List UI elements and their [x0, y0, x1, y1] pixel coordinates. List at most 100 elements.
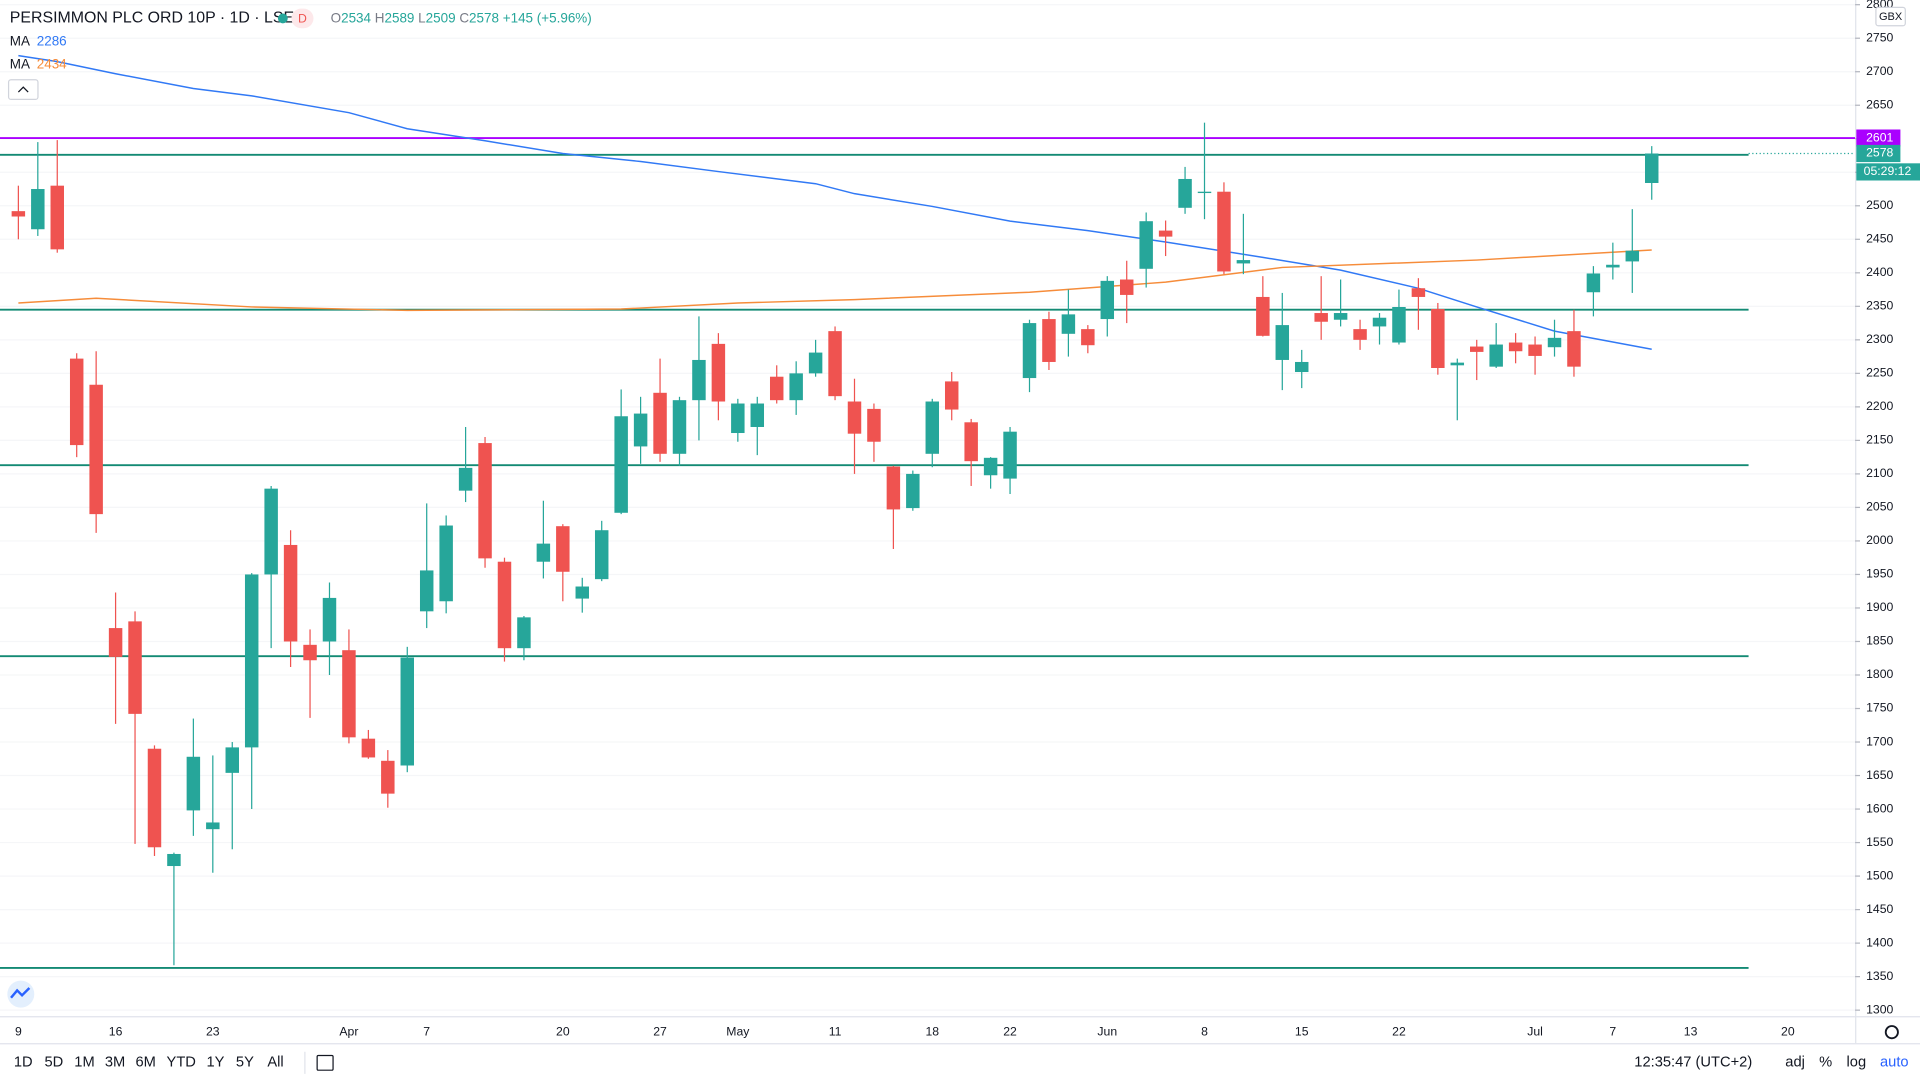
- y-tick-label: 2400: [1866, 265, 1893, 279]
- candle-body: [128, 621, 142, 714]
- date-range-button[interactable]: [316, 1054, 334, 1071]
- x-tick-label: 20: [1781, 1024, 1795, 1038]
- alert-label: 2601: [1866, 130, 1893, 144]
- scale-option[interactable]: adj: [1785, 1055, 1805, 1071]
- candle-body: [1586, 273, 1601, 293]
- x-tick-label: 15: [1295, 1024, 1309, 1038]
- candle-body: [167, 853, 181, 867]
- candle-body: [1645, 153, 1659, 183]
- y-tick-label: 1750: [1866, 701, 1893, 715]
- candle-body: [1236, 260, 1251, 264]
- range-button[interactable]: 5Y: [236, 1055, 254, 1071]
- y-tick-label: 2350: [1866, 299, 1893, 313]
- candle-body: [556, 526, 570, 572]
- candle-body: [244, 574, 259, 748]
- range-button[interactable]: 1Y: [207, 1055, 225, 1071]
- y-tick-label: 1500: [1866, 868, 1893, 882]
- y-tick-label: 1450: [1866, 902, 1893, 916]
- legend-value: 2434: [37, 57, 67, 72]
- x-tick-label: 22: [1003, 1024, 1017, 1038]
- candle-body: [1158, 230, 1173, 237]
- y-tick-label: 2450: [1866, 232, 1893, 246]
- y-tick-label: 2150: [1866, 433, 1893, 447]
- candle-body: [1431, 309, 1445, 368]
- candle-body: [108, 628, 123, 657]
- candle-body: [478, 443, 492, 559]
- y-tick-label: 2200: [1866, 399, 1893, 413]
- candle-body: [925, 401, 940, 454]
- candle-body: [847, 401, 862, 434]
- x-tick-label: 11: [829, 1024, 842, 1038]
- x-tick-label: 18: [925, 1024, 939, 1038]
- scale-option[interactable]: log: [1847, 1055, 1867, 1071]
- countdown-bg: [1856, 163, 1920, 181]
- range-button[interactable]: 5D: [44, 1055, 63, 1071]
- clock: 12:35:47 (UTC+2): [1634, 1055, 1752, 1071]
- scale-option[interactable]: %: [1819, 1055, 1832, 1071]
- alert-label-bg: [1856, 129, 1901, 147]
- candle-body: [1625, 250, 1640, 262]
- change-value: +145 (+5.96%): [503, 10, 592, 25]
- moving-average-line: [18, 54, 1652, 351]
- countdown-label: 05:29:12: [1864, 164, 1912, 178]
- range-button[interactable]: 1D: [14, 1055, 33, 1071]
- x-tick-label: Jul: [1527, 1024, 1543, 1038]
- candle-body: [769, 376, 784, 401]
- range-button[interactable]: 1M: [74, 1055, 94, 1071]
- candle-body: [1119, 279, 1134, 295]
- x-tick-label: 8: [1201, 1024, 1208, 1038]
- candle-body: [575, 586, 590, 599]
- candle-body: [808, 352, 823, 374]
- settings-button[interactable]: [1884, 1025, 1899, 1040]
- candle-body: [206, 822, 220, 830]
- candle-body: [497, 561, 512, 649]
- range-button[interactable]: YTD: [167, 1055, 196, 1071]
- candle-body: [361, 738, 376, 758]
- candle-body: [1275, 325, 1290, 360]
- currency-badge[interactable]: [1875, 6, 1906, 27]
- candle-body: [1003, 431, 1017, 479]
- candle-body: [381, 760, 395, 794]
- legend-label: MA: [10, 33, 30, 48]
- candle-body: [750, 403, 765, 427]
- candle-body: [692, 359, 706, 401]
- collapse-icon: [17, 86, 29, 93]
- candle-body: [711, 343, 726, 402]
- x-tick-label: Jun: [1097, 1024, 1117, 1038]
- candle-body: [458, 467, 473, 491]
- y-tick-label: 2050: [1866, 500, 1893, 514]
- candle-body: [1139, 221, 1153, 269]
- x-tick-label: 27: [653, 1024, 667, 1038]
- y-tick-label: 2250: [1866, 366, 1893, 380]
- y-tick-label: 1900: [1866, 600, 1893, 614]
- candle-body: [633, 413, 648, 447]
- y-tick-label: 1950: [1866, 567, 1893, 581]
- candle-body: [50, 185, 64, 250]
- candle-body: [1061, 314, 1076, 334]
- candle-body: [906, 473, 920, 509]
- y-tick-label: 1800: [1866, 667, 1893, 681]
- candle-body: [1197, 191, 1212, 194]
- candle-body: [439, 525, 453, 602]
- candle-body: [828, 331, 842, 397]
- ohlc-letter: O: [331, 10, 341, 25]
- range-button[interactable]: 3M: [105, 1055, 125, 1071]
- x-tick-label: 7: [423, 1024, 430, 1038]
- collapse-button[interactable]: [7, 79, 39, 101]
- candle-body: [653, 392, 667, 454]
- candle-body: [303, 644, 317, 661]
- candle-body: [283, 544, 298, 642]
- candle-body: [1392, 306, 1406, 343]
- range-button[interactable]: 6M: [136, 1055, 156, 1071]
- candle-body: [983, 457, 998, 476]
- last-price-bg: [1856, 144, 1901, 163]
- candle-body: [1450, 362, 1465, 366]
- candle-body: [1100, 280, 1115, 320]
- y-tick-label: 2700: [1866, 64, 1893, 78]
- scale-option[interactable]: auto: [1880, 1055, 1909, 1071]
- currency-label: GBX: [1879, 11, 1903, 23]
- candle-body: [1353, 329, 1367, 340]
- range-button[interactable]: All: [267, 1055, 283, 1071]
- candle-body: [867, 408, 881, 442]
